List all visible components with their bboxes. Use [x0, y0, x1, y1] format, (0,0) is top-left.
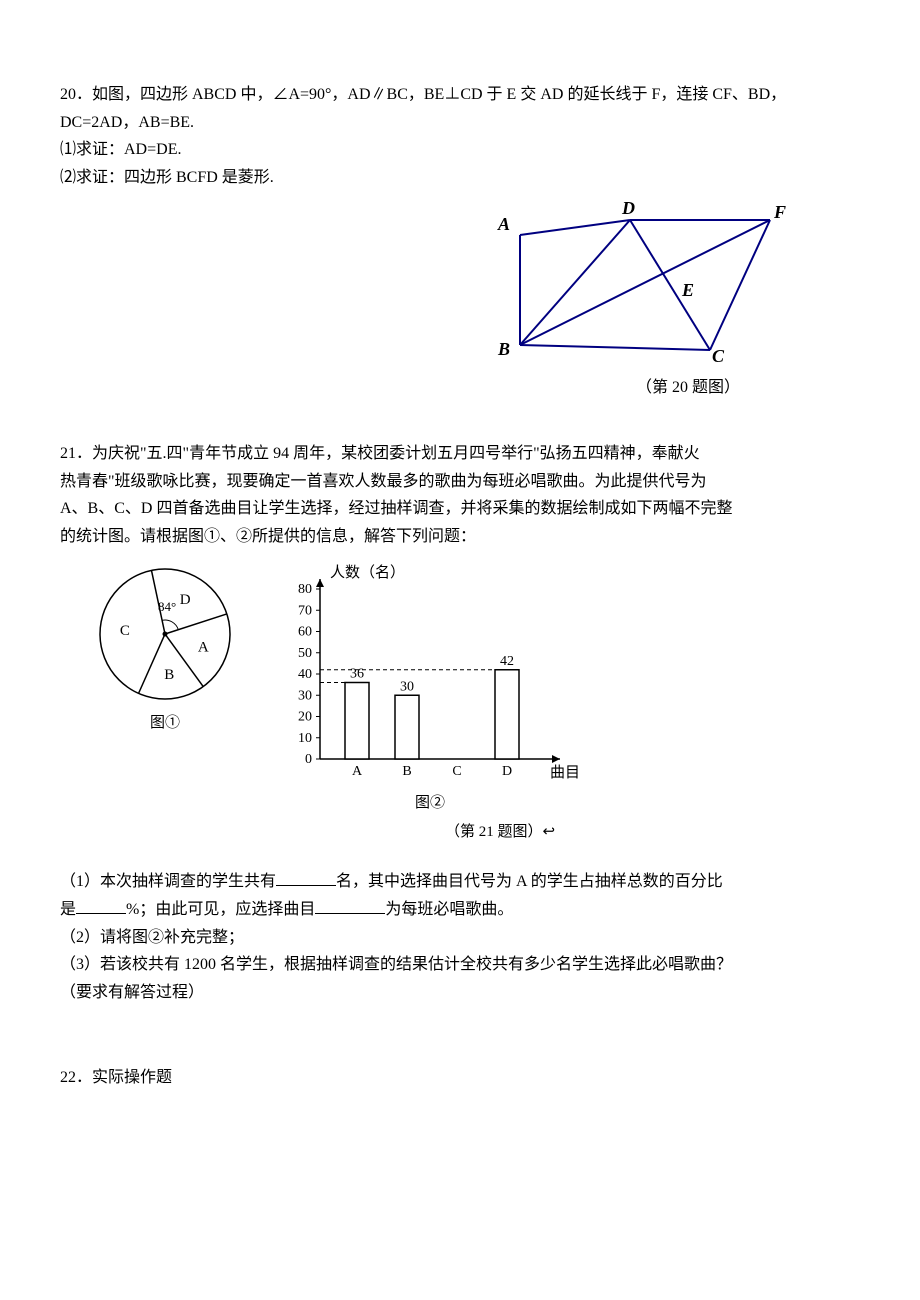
problem-20: 20．如图，四边形 ABCD 中，∠A=90°，AD∥BC，BE⊥CD 于 E …	[60, 82, 860, 401]
svg-text:B: B	[164, 667, 174, 683]
svg-text:0: 0	[305, 752, 312, 767]
pie-chart-block: A B C D 84° 图①	[90, 559, 240, 735]
blank-total-students	[276, 869, 336, 886]
svg-text:60: 60	[298, 625, 312, 640]
svg-text:84°: 84°	[158, 599, 176, 614]
svg-text:B: B	[402, 764, 411, 779]
problem-22: 22．实际操作题	[60, 1065, 860, 1091]
svg-text:40: 40	[298, 667, 312, 682]
problem-20-text: 20．如图，四边形 ABCD 中，∠A=90°，AD∥BC，BE⊥CD 于 E …	[60, 82, 860, 190]
q21-sub-1b: 是 %；由此可见，应选择曲目 为每班必唱歌曲。	[60, 897, 860, 923]
svg-text:A: A	[198, 640, 209, 656]
svg-text:80: 80	[298, 582, 312, 597]
q21-intro-4: 的统计图。请根据图①、②所提供的信息，解答下列问题：	[60, 524, 860, 550]
q20-line2: DC=2AD，AB=BE.	[60, 110, 860, 136]
q20-figure-container: A D F B C E	[60, 200, 800, 370]
q20-part1: ⑴求证：AD=DE.	[60, 137, 860, 163]
q21-s1d: %；由此可见，应选择曲目	[126, 901, 315, 918]
svg-text:50: 50	[298, 646, 312, 661]
bar-chart-block: 0 10 20 30 40 50 60 70 80 人数（名） 曲目 36 A 30 B C 42 D 图②	[270, 559, 590, 815]
q20-geometry-diagram: A D F B C E	[490, 200, 800, 370]
pie-chart: A B C D 84°	[90, 559, 240, 709]
q21-intro-1: 21．为庆祝"五.四"青年节成立 94 周年，某校团委计划五月四号举行"弘扬五四…	[60, 441, 860, 467]
svg-text:42: 42	[500, 654, 514, 669]
q21-s1a: （1）本次抽样调查的学生共有	[60, 873, 276, 890]
svg-text:C: C	[712, 346, 725, 366]
svg-text:36: 36	[350, 667, 364, 682]
problem-21-intro: 21．为庆祝"五.四"青年节成立 94 周年，某校团委计划五月四号举行"弘扬五四…	[60, 441, 860, 549]
q20-part2: ⑵求证：四边形 BCFD 是菱形.	[60, 165, 860, 191]
q20-line1: 20．如图，四边形 ABCD 中，∠A=90°，AD∥BC，BE⊥CD 于 E …	[60, 82, 860, 108]
svg-text:F: F	[773, 202, 786, 222]
q21-s1c: 是	[60, 901, 76, 918]
q21-subquestions: （1）本次抽样调查的学生共有 名，其中选择曲目代号为 A 的学生占抽样总数的百分比…	[60, 869, 860, 1005]
svg-text:B: B	[497, 339, 510, 359]
svg-text:D: D	[621, 200, 635, 218]
svg-text:70: 70	[298, 604, 312, 619]
svg-text:20: 20	[298, 710, 312, 725]
svg-text:10: 10	[298, 731, 312, 746]
q21-sub-2: （2）请将图②补充完整；	[60, 925, 860, 951]
q21-overall-caption: （第 21 题图）↩	[140, 820, 860, 844]
blank-song	[315, 897, 385, 914]
svg-text:人数（名）: 人数（名）	[330, 564, 405, 581]
svg-text:D: D	[502, 764, 512, 779]
q20-caption: （第 20 题图）	[60, 375, 740, 401]
svg-text:30: 30	[400, 680, 414, 695]
svg-text:E: E	[681, 280, 694, 300]
svg-text:30: 30	[298, 689, 312, 704]
bar-caption: 图②	[415, 791, 445, 815]
svg-text:C: C	[120, 623, 130, 639]
svg-text:D: D	[180, 592, 191, 608]
svg-text:曲目: 曲目	[550, 764, 580, 781]
pie-caption: 图①	[150, 711, 180, 735]
bar-chart: 0 10 20 30 40 50 60 70 80 人数（名） 曲目 36 A 30 B C 42 D	[270, 559, 590, 789]
q21-sub-3: （3）若该校共有 1200 名学生，根据抽样调查的结果估计全校共有多少名学生选择…	[60, 952, 860, 978]
q21-sub-3b: （要求有解答过程）	[60, 980, 860, 1006]
problem-21: 21．为庆祝"五.四"青年节成立 94 周年，某校团委计划五月四号举行"弘扬五四…	[60, 441, 860, 1005]
charts-row: A B C D 84° 图① 0 10 20 30 40 50 60 70 80 人数（名） 曲目 36 A 30…	[90, 559, 860, 815]
q22-text: 22．实际操作题	[60, 1065, 860, 1091]
q21-s1e: 为每班必唱歌曲。	[385, 901, 513, 918]
svg-text:A: A	[497, 214, 510, 234]
svg-text:A: A	[352, 764, 363, 779]
q21-intro-3: A、B、C、D 四首备选曲目让学生选择，经过抽样调查，并将采集的数据绘制成如下两…	[60, 496, 860, 522]
q21-s1b: 名，其中选择曲目代号为 A 的学生占抽样总数的百分比	[336, 873, 723, 890]
q21-sub-1: （1）本次抽样调查的学生共有 名，其中选择曲目代号为 A 的学生占抽样总数的百分比	[60, 869, 860, 895]
blank-percent	[76, 897, 126, 914]
svg-text:C: C	[452, 764, 461, 779]
q21-intro-2: 热青春"班级歌咏比赛，现要确定一首喜欢人数最多的歌曲为每班必唱歌曲。为此提供代号…	[60, 469, 860, 495]
